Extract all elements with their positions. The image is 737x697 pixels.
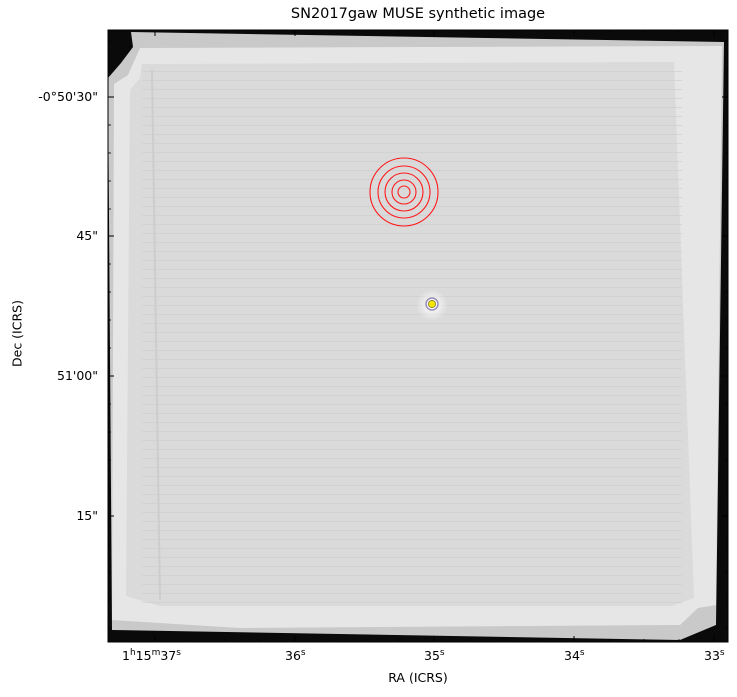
- axes-frame: [107, 29, 729, 643]
- plot-title: SN2017gaw MUSE synthetic image: [290, 6, 546, 22]
- x-tick-label-3: 34s: [564, 648, 585, 664]
- sn-marker: [416, 289, 448, 321]
- seam-left: [151, 69, 161, 601]
- detector-stripes: [142, 64, 682, 604]
- y-tick-label-2: 51'00": [57, 368, 98, 383]
- x-major-ticks: [154, 30, 715, 642]
- y-tick-label-0: -0°50'30": [38, 89, 98, 104]
- y-major-ticks: [108, 96, 728, 517]
- x-tick-label-1: 36s: [285, 648, 306, 664]
- x-axis-label: RA (ICRS): [388, 670, 448, 685]
- x-tick-label-2: 35s: [424, 648, 445, 664]
- x-tick-label-4: 33s: [704, 648, 725, 664]
- y-minor-ticks: [108, 40, 728, 629]
- x-minor-ticks: [119, 30, 680, 642]
- x-tick-label-0: 1h15m37s: [122, 648, 181, 664]
- y-tick-label-3: 15": [76, 508, 98, 523]
- y-tick-label-1: 45": [76, 228, 98, 243]
- y-axis-label: Dec (ICRS): [9, 300, 25, 367]
- host-contours: [369, 157, 439, 227]
